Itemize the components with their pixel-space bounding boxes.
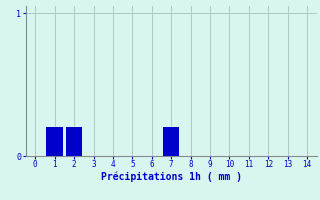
X-axis label: Précipitations 1h ( mm ): Précipitations 1h ( mm ) [101, 172, 242, 182]
Bar [66, 127, 82, 156]
Bar [46, 127, 63, 156]
Bar [163, 127, 180, 156]
